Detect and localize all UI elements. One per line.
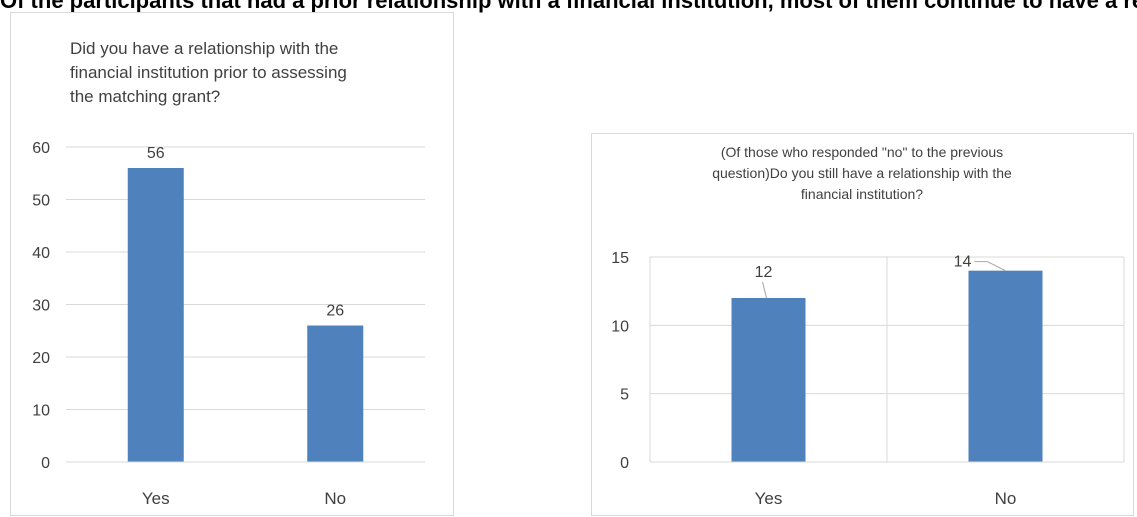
bar [968, 270, 1043, 462]
y-tick-label: 30 [32, 298, 50, 315]
chart-panel-still-relationship: (Of those who responded "no" to the prev… [591, 133, 1134, 516]
bar-chart-prior-relationship: 0 10 20 30 40 50 60 Yes 56 No 26 [32, 140, 425, 508]
data-label-leader [762, 281, 767, 299]
y-tick-label: 40 [32, 245, 50, 262]
x-tick-label: Yes [755, 489, 783, 508]
y-tick-label: 15 [611, 250, 629, 267]
chart-title: (Of those who responded "no" to the prev… [712, 144, 1012, 202]
y-tick-label: 5 [620, 387, 629, 404]
data-label-leader [974, 261, 1006, 272]
y-tick-label: 10 [611, 318, 629, 335]
x-tick-label: Yes [142, 489, 170, 508]
data-label: 12 [755, 264, 773, 281]
bar [307, 325, 364, 462]
page-heading: Of the participants that had a prior rel… [0, 0, 1137, 13]
y-tick-label: 50 [32, 193, 50, 210]
y-tick-label: 0 [41, 455, 50, 472]
x-tick-label: No [324, 489, 346, 508]
y-tick-label: 10 [32, 403, 50, 420]
bar-chart-still-relationship: 0 5 10 15 Yes 12 No 14 [611, 250, 1125, 508]
bar [127, 168, 184, 462]
bar [731, 298, 806, 462]
chart-panel-prior-relationship: Did you have a relationship with the fin… [10, 12, 454, 516]
y-tick-label: 0 [620, 455, 629, 472]
data-label: 14 [954, 254, 972, 271]
data-label: 56 [147, 145, 165, 162]
chart-title: Did you have a relationship with the fin… [70, 39, 347, 106]
data-label: 26 [326, 303, 344, 320]
y-tick-label: 20 [32, 350, 50, 367]
y-tick-label: 60 [32, 140, 50, 157]
x-tick-label: No [995, 489, 1017, 508]
